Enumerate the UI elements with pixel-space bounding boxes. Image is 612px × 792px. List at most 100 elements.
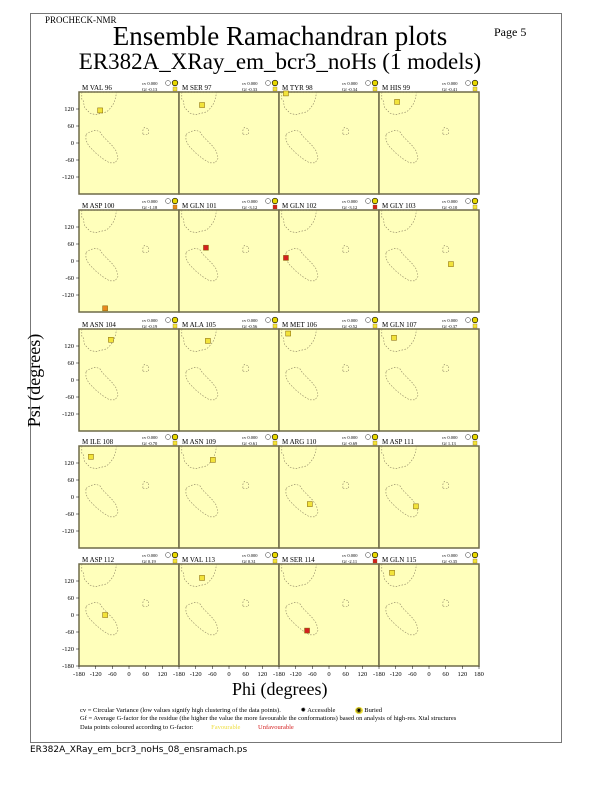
residue-label: M VAL 96 bbox=[82, 84, 112, 92]
buried-icon bbox=[171, 433, 179, 441]
x-tick-label: 0 bbox=[227, 671, 230, 678]
accessible-icon bbox=[165, 80, 171, 86]
gf-colour-swatch bbox=[172, 323, 178, 329]
panel-background bbox=[178, 91, 280, 195]
y-tick-label: -180 bbox=[62, 663, 74, 670]
gf-colour-swatch bbox=[272, 86, 278, 92]
buried-icon bbox=[271, 316, 279, 324]
alpha-region-outline bbox=[185, 366, 219, 401]
buried-icon bbox=[471, 551, 479, 559]
data-point bbox=[413, 503, 419, 510]
panel-background bbox=[78, 91, 180, 195]
x-tick-label: 120 bbox=[157, 671, 167, 678]
residue-label: M GLN 101 bbox=[182, 202, 217, 210]
gf-colour-swatch bbox=[472, 440, 478, 446]
panel-background bbox=[378, 209, 480, 313]
panel-background bbox=[278, 209, 380, 313]
beta-region-outline bbox=[281, 91, 317, 115]
footer-filename: ER382A_XRay_em_bcr3_noHs_08_ensramach.ps bbox=[30, 745, 248, 755]
y-tick-label: 60 bbox=[68, 241, 75, 248]
alpha-region-outline bbox=[185, 129, 219, 164]
residue-label: M GLN 115 bbox=[382, 556, 417, 564]
data-point bbox=[199, 575, 205, 581]
y-tick-label: 60 bbox=[68, 123, 75, 130]
cv-value: cv 0.000 bbox=[142, 81, 158, 86]
left-handed-region-outline bbox=[142, 481, 149, 489]
panel-background bbox=[78, 445, 180, 549]
x-tick-label: 0 bbox=[127, 671, 130, 678]
beta-region-outline bbox=[181, 328, 217, 352]
beta-region-outline bbox=[381, 328, 417, 352]
legend-cv: cv = Circular Variance (low values signi… bbox=[80, 706, 382, 714]
left-handed-region-outline bbox=[342, 245, 349, 253]
accessible-icon bbox=[265, 317, 271, 323]
left-handed-region-outline bbox=[242, 599, 249, 607]
alpha-region-outline bbox=[85, 129, 119, 164]
left-handed-region-outline bbox=[342, 127, 349, 135]
cv-value: cv 0.000 bbox=[342, 553, 358, 558]
x-tick-label: 120 bbox=[257, 671, 267, 678]
buried-icon bbox=[371, 433, 379, 441]
buried-icon bbox=[271, 197, 279, 205]
data-point bbox=[285, 330, 291, 337]
gf-value: Gf -0.33 bbox=[242, 87, 258, 92]
gf-colour-swatch bbox=[172, 204, 178, 210]
residue-label: M ARG 110 bbox=[282, 438, 317, 446]
x-tick-label: -60 bbox=[408, 671, 417, 678]
cv-value: cv 0.000 bbox=[342, 318, 358, 323]
program-name: PROCHECK-NMR bbox=[45, 15, 117, 25]
y-tick-label: 60 bbox=[68, 477, 75, 484]
gf-colour-swatch bbox=[372, 86, 378, 92]
alpha-region-outline bbox=[85, 601, 119, 636]
cv-value: cv 0.000 bbox=[342, 199, 358, 204]
legend-buried: Buried bbox=[364, 707, 382, 714]
beta-region-outline bbox=[381, 563, 417, 587]
panel-background bbox=[378, 328, 480, 432]
x-tick-label: 60 bbox=[242, 671, 249, 678]
buried-icon bbox=[471, 433, 479, 441]
beta-region-outline bbox=[181, 563, 217, 587]
x-tick-label: -60 bbox=[308, 671, 317, 678]
accessible-icon bbox=[465, 198, 471, 204]
x-tick-label: -120 bbox=[190, 671, 202, 678]
y-tick-label: 120 bbox=[64, 578, 74, 585]
data-point bbox=[199, 102, 205, 108]
x-tick-label: -60 bbox=[108, 671, 117, 678]
x-tick-label: 60 bbox=[442, 671, 449, 678]
panel-background bbox=[278, 328, 380, 432]
y-tick-label: -60 bbox=[65, 394, 74, 401]
left-handed-region-outline bbox=[442, 481, 449, 489]
left-handed-region-outline bbox=[142, 599, 149, 607]
gf-value: Gf -0.10 bbox=[442, 205, 458, 210]
cv-value: cv 0.000 bbox=[242, 81, 258, 86]
cv-value: cv 0.000 bbox=[142, 199, 158, 204]
alpha-region-outline bbox=[385, 483, 419, 518]
left-handed-region-outline bbox=[442, 127, 449, 135]
beta-region-outline bbox=[181, 445, 217, 469]
buried-icon bbox=[471, 197, 479, 205]
gf-colour-swatch bbox=[372, 440, 378, 446]
gf-colour-swatch bbox=[172, 558, 178, 564]
beta-region-outline bbox=[281, 328, 317, 352]
gf-colour-swatch bbox=[172, 86, 178, 92]
buried-icon bbox=[371, 79, 379, 87]
y-tick-label: 0 bbox=[71, 258, 74, 265]
residue-label: M ASP 112 bbox=[82, 556, 115, 564]
residue-label: M ALA 105 bbox=[182, 321, 216, 329]
accessible-icon bbox=[365, 198, 371, 204]
x-tick-label: 0 bbox=[327, 671, 330, 678]
data-point bbox=[283, 255, 289, 261]
residue-label: M SER 97 bbox=[182, 84, 212, 92]
x-tick-label: 60 bbox=[142, 671, 149, 678]
panel-background bbox=[378, 91, 480, 195]
y-tick-label: 120 bbox=[64, 343, 74, 350]
residue-label: M HIS 99 bbox=[382, 84, 411, 92]
y-tick-label: -120 bbox=[62, 528, 74, 535]
alpha-region-outline bbox=[185, 601, 219, 636]
alpha-region-outline bbox=[285, 601, 319, 636]
